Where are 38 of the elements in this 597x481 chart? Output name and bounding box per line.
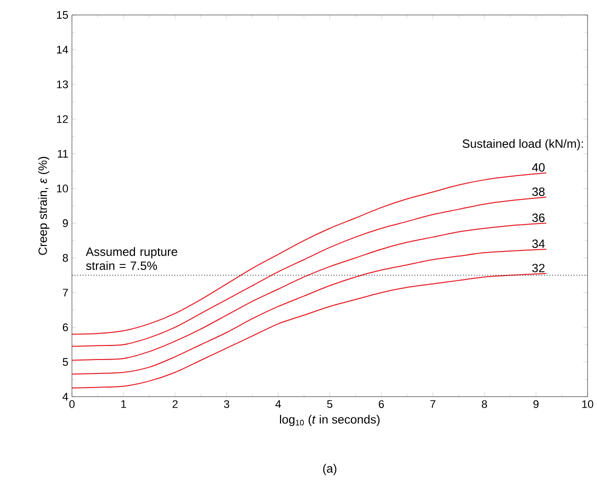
x-axis-title: log$_{10}$ (t in seconds) xyxy=(280,415,380,426)
y-axis-title: Creep strain, ε (%) xyxy=(38,157,50,256)
y-tick-label: 6 xyxy=(62,324,68,332)
legend-title: Sustained load (kN/m): xyxy=(462,139,583,150)
x-tick-label: 9 xyxy=(533,400,539,408)
x-tick-label: 10 xyxy=(582,400,594,408)
line-series xyxy=(71,248,547,375)
y-tick-label: 14 xyxy=(57,46,68,54)
x-tick-label: 6 xyxy=(378,400,384,408)
series-label: 32 xyxy=(532,264,544,272)
series-label: 38 xyxy=(532,188,545,196)
x-tick-label: 2 xyxy=(172,400,178,408)
y-tick-label: 8 xyxy=(62,254,68,262)
y-tick-label: 9 xyxy=(62,219,68,228)
ref-line-label: Assumed rupture strain = 7.5% xyxy=(86,247,178,270)
y-tick-label: 13 xyxy=(57,80,68,88)
x-tick-label: 7 xyxy=(430,400,436,408)
y-tick-label: 10 xyxy=(57,184,68,193)
x-tick-label: 5 xyxy=(327,400,332,408)
x-tick-label: 4 xyxy=(275,400,281,408)
line-series xyxy=(71,222,547,361)
x-tick-label: 0 xyxy=(69,400,75,408)
x-tick-label: 3 xyxy=(224,400,230,408)
series-label: 34 xyxy=(532,240,545,248)
line-series xyxy=(71,196,547,348)
line-series xyxy=(71,172,547,335)
y-tick-label: 15 xyxy=(57,11,68,20)
series-label: 40 xyxy=(532,163,545,172)
y-tick-label: 12 xyxy=(57,115,68,124)
line-series xyxy=(71,273,547,389)
y-tick-label: 5 xyxy=(62,358,68,366)
series-label: 36 xyxy=(532,214,545,222)
x-tick-label: 1 xyxy=(121,400,126,408)
y-tick-label: 4 xyxy=(62,393,68,401)
y-tick-label: 7 xyxy=(62,289,68,297)
x-tick-label: 8 xyxy=(482,400,488,408)
text: (a) xyxy=(323,464,336,476)
y-tick-label: 11 xyxy=(58,150,68,158)
